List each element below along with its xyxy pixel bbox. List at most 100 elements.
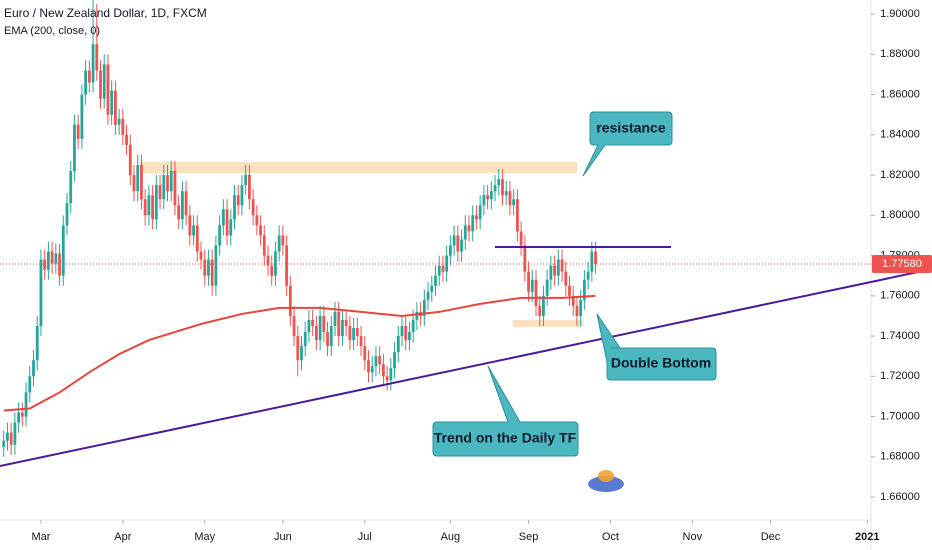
candle-body [28, 376, 32, 393]
candle-body [132, 175, 136, 192]
candle-body [579, 299, 583, 316]
candle-body [434, 275, 437, 286]
candle-body [515, 199, 519, 232]
x-tick-label: Nov [683, 531, 703, 543]
x-tick-label: May [194, 531, 215, 543]
candle-body [106, 64, 110, 115]
logo [588, 470, 624, 492]
candle-body [54, 253, 58, 264]
annotation: Double Bottom [611, 355, 711, 371]
candle-body [504, 191, 508, 196]
y-tick-label: 1.90000 [880, 8, 920, 20]
candle-body [400, 326, 404, 337]
candle-body [426, 291, 430, 300]
candle-body [378, 356, 382, 365]
candle-body [352, 328, 356, 341]
candle-body [244, 175, 248, 186]
candle-body [184, 191, 188, 216]
candle-body [393, 352, 396, 369]
candle-body [590, 251, 594, 272]
callout-box [596, 313, 717, 381]
candle-body [396, 336, 400, 353]
y-tick-label: 1.68000 [880, 451, 920, 463]
candle-body [422, 299, 426, 316]
candle-body [158, 185, 162, 200]
candle-body [151, 195, 155, 220]
candle-body [195, 225, 199, 252]
candle-body [281, 235, 285, 246]
candle-body [32, 360, 35, 377]
candle-body [296, 336, 300, 361]
candle-body [262, 235, 266, 256]
candle-body [467, 225, 471, 232]
y-tick-label: 1.74000 [880, 330, 920, 342]
candle-body [411, 319, 415, 333]
candle-body [508, 191, 512, 206]
candle-body [65, 203, 69, 226]
candle-body [389, 368, 393, 381]
trend-line [0, 281, 872, 467]
candle-body [568, 285, 571, 296]
y-tick-label: 1.76000 [880, 290, 920, 302]
candle-body [314, 326, 318, 341]
candle-body [199, 251, 203, 260]
x-tick-label: Apr [114, 531, 131, 543]
y-tick-label: 1.86000 [880, 88, 920, 100]
candle-body [445, 255, 449, 272]
candle-body [307, 319, 311, 333]
candle-body [177, 205, 181, 220]
x-tick-label: Aug [441, 531, 461, 543]
candle-body [259, 225, 262, 236]
candle-body [173, 171, 177, 206]
candle-body [571, 295, 575, 306]
candle-body [441, 265, 445, 272]
candle-body [326, 332, 329, 347]
candle-body [58, 253, 61, 276]
candle-body [192, 225, 195, 236]
candle-body [359, 336, 363, 347]
candle-body [381, 364, 385, 377]
candle-body [534, 279, 538, 306]
y-tick-label: 1.72000 [880, 370, 920, 382]
candle-body [140, 165, 143, 200]
candle-body [35, 326, 39, 361]
candle-body [233, 195, 236, 220]
candle-body [549, 265, 553, 280]
candle-body [586, 271, 590, 280]
candle-body [575, 305, 579, 316]
candle-body [486, 195, 490, 200]
resistance-zone [140, 162, 577, 173]
candle-body [125, 134, 128, 145]
candle-body [225, 209, 229, 236]
candle-body [39, 259, 43, 327]
candle-body [300, 346, 303, 361]
candle-body [430, 285, 434, 292]
y-tick-label: 1.84000 [880, 129, 920, 141]
candle-body [344, 319, 348, 327]
drawings-under [140, 162, 583, 327]
candle-body [240, 185, 244, 206]
candle-body [538, 305, 542, 316]
support-zone [513, 320, 583, 327]
callout-resistance: resistance [582, 111, 673, 177]
candle-body [147, 195, 151, 216]
x-tick-label: Jul [358, 531, 372, 543]
candle-body [471, 215, 475, 232]
candle-body [285, 245, 289, 286]
candle-body [2, 440, 6, 447]
candle-body [162, 175, 166, 200]
candle-body [218, 225, 222, 246]
candle-body [582, 279, 586, 300]
candle-body [489, 191, 493, 200]
candle-body [542, 295, 545, 316]
x-tick-label: Mar [31, 531, 50, 543]
candle-body [166, 175, 169, 192]
x-tick-label: Jun [274, 531, 292, 543]
y-tick-label: 1.80000 [880, 209, 920, 221]
candle-body [43, 259, 47, 270]
candle-body [415, 311, 419, 320]
candle-body [274, 251, 277, 276]
logo-shape [598, 470, 614, 482]
last-price-label: 1.77580 [882, 258, 922, 270]
candle-body [188, 215, 192, 236]
